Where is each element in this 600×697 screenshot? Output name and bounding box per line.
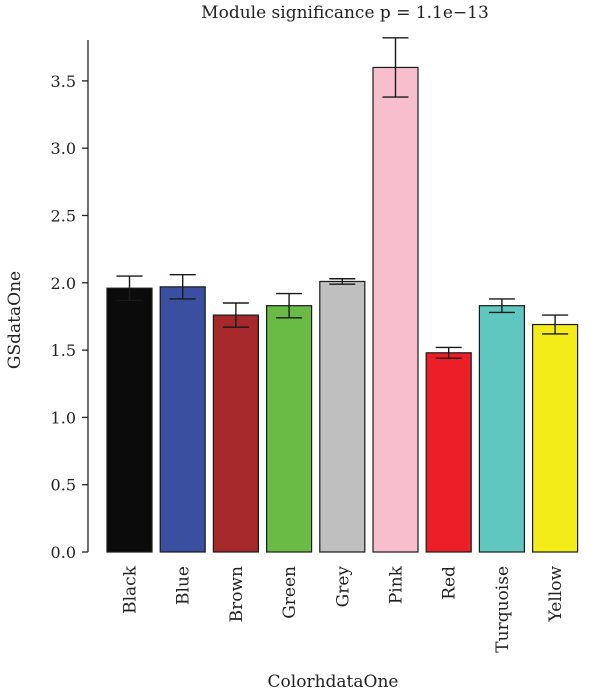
y-tick-label: 2.0 [51, 274, 76, 293]
bar-black [106, 287, 153, 553]
x-tick-label: Yellow [546, 566, 566, 623]
x-tick-label: Black [121, 565, 141, 614]
x-tick-label: Turquoise [493, 566, 513, 653]
x-tick-label: Blue [174, 566, 194, 605]
chart-title: Module significance p = 1.1e−13 [201, 3, 489, 23]
y-tick-label: 3.0 [51, 139, 76, 158]
bar-grey [319, 280, 366, 553]
bar-brown [212, 314, 259, 553]
bar-pink [372, 66, 419, 553]
x-tick-label: Green [280, 566, 300, 619]
y-axis: 0.0 0.5 1.0 1.5 2.0 2.5 3.0 3.5 [51, 40, 89, 562]
x-axis-label: ColorhdataOne [268, 672, 399, 692]
bar-green [266, 305, 313, 553]
y-tick-label: 3.5 [51, 72, 76, 91]
x-tick-labels: Black Blue Brown Green Grey Pink Red Turquoise Y… [121, 565, 567, 652]
x-tick-label: Pink [387, 565, 407, 604]
y-tick-label: 1.0 [51, 408, 76, 427]
x-tick-label: Red [440, 566, 460, 600]
x-tick-label: Brown [227, 566, 247, 622]
y-tick-label: 2.5 [51, 207, 76, 226]
y-axis-label: GSdataOne [5, 271, 25, 369]
x-tick-label: Grey [333, 566, 353, 608]
bar-yellow [531, 323, 579, 553]
bar-red [425, 352, 472, 553]
bar-turquoise [478, 305, 525, 553]
y-tick-label: 0.0 [51, 543, 76, 562]
y-tick-label: 1.5 [51, 341, 76, 360]
bar-blue [159, 286, 206, 553]
bars [106, 37, 579, 553]
y-tick-label: 0.5 [51, 476, 76, 495]
